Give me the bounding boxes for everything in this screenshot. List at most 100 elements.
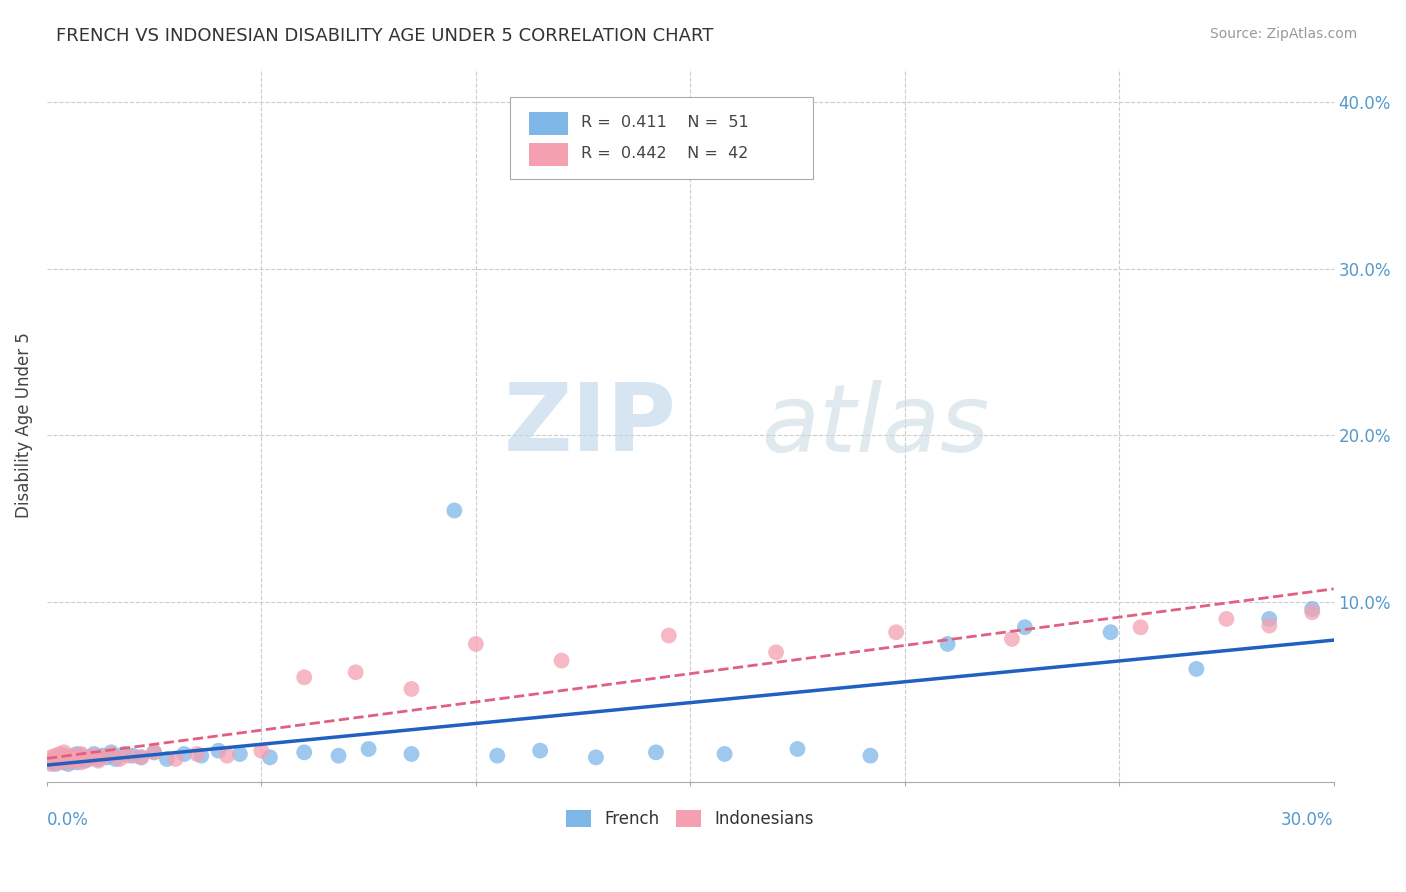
Point [165, 752, 187, 766]
Point [66, 747, 89, 761]
Text: Source: ZipAtlas.com: Source: ZipAtlas.com [1209, 27, 1357, 41]
Point [58, 756, 80, 770]
Point [49, 750, 72, 764]
Point [1099, 625, 1122, 640]
Point [70, 748, 93, 763]
Legend: French, Indonesians: French, Indonesians [560, 803, 821, 835]
Text: atlas: atlas [761, 380, 990, 471]
Point [143, 745, 166, 759]
Point [83, 747, 105, 761]
FancyBboxPatch shape [510, 97, 813, 179]
Point [250, 744, 273, 758]
Point [91, 750, 114, 764]
Point [129, 750, 152, 764]
Point [53, 756, 76, 770]
Point [1301, 605, 1323, 619]
Point [39, 757, 62, 772]
Point [259, 750, 281, 764]
Point [550, 654, 572, 668]
Point [143, 745, 166, 759]
Point [44, 752, 66, 766]
Point [104, 752, 127, 766]
Point [401, 747, 423, 761]
Point [215, 748, 238, 763]
Point [58, 750, 80, 764]
Point [1129, 620, 1152, 634]
Point [401, 681, 423, 696]
Point [96, 750, 118, 764]
Point [44, 754, 66, 768]
Point [70, 747, 93, 761]
Point [443, 503, 465, 517]
Point [173, 747, 195, 761]
Point [1001, 632, 1024, 646]
Point [765, 645, 787, 659]
FancyBboxPatch shape [530, 112, 568, 135]
Point [1301, 602, 1323, 616]
Point [186, 747, 208, 761]
Point [62, 750, 84, 764]
Point [1258, 618, 1281, 632]
Point [66, 756, 89, 770]
Point [100, 747, 122, 761]
Point [44, 748, 66, 763]
Point [529, 744, 551, 758]
Point [70, 752, 93, 766]
Point [486, 748, 509, 763]
Point [53, 752, 76, 766]
Point [190, 748, 212, 763]
Point [292, 670, 315, 684]
Point [658, 629, 681, 643]
Point [39, 750, 62, 764]
Text: R =  0.442    N =  42: R = 0.442 N = 42 [581, 146, 748, 161]
Point [100, 745, 122, 759]
Text: 30.0%: 30.0% [1281, 811, 1334, 829]
Point [1258, 612, 1281, 626]
Point [112, 747, 135, 761]
Point [1185, 662, 1208, 676]
Point [49, 747, 72, 761]
Point [39, 756, 62, 770]
Point [464, 637, 486, 651]
Point [585, 750, 607, 764]
Text: ZIP: ZIP [503, 379, 676, 472]
Point [713, 747, 735, 761]
Point [936, 637, 959, 651]
Point [83, 748, 105, 763]
Point [75, 750, 97, 764]
Point [328, 748, 350, 763]
Point [129, 750, 152, 764]
Point [121, 748, 143, 763]
Point [53, 745, 76, 759]
Point [66, 752, 89, 766]
Point [207, 744, 229, 758]
Point [62, 754, 84, 768]
Point [62, 754, 84, 768]
Point [786, 742, 808, 756]
Point [79, 750, 101, 764]
Point [1215, 612, 1237, 626]
Point [1014, 620, 1036, 634]
Point [87, 752, 110, 766]
Point [117, 748, 139, 763]
Point [58, 752, 80, 766]
Point [87, 754, 110, 768]
Point [79, 752, 101, 766]
Point [859, 748, 882, 763]
Point [292, 745, 315, 759]
Point [53, 748, 76, 763]
Point [229, 747, 252, 761]
Point [108, 752, 131, 766]
Text: 0.0%: 0.0% [46, 811, 89, 829]
FancyBboxPatch shape [530, 144, 568, 166]
Point [58, 757, 80, 772]
Point [49, 754, 72, 768]
Point [75, 754, 97, 768]
Point [62, 748, 84, 763]
Y-axis label: Disability Age Under 5: Disability Age Under 5 [15, 333, 32, 518]
Point [645, 745, 668, 759]
Text: R =  0.411    N =  51: R = 0.411 N = 51 [581, 114, 748, 129]
Point [70, 756, 93, 770]
Text: FRENCH VS INDONESIAN DISABILITY AGE UNDER 5 CORRELATION CHART: FRENCH VS INDONESIAN DISABILITY AGE UNDE… [56, 27, 714, 45]
Point [156, 752, 179, 766]
